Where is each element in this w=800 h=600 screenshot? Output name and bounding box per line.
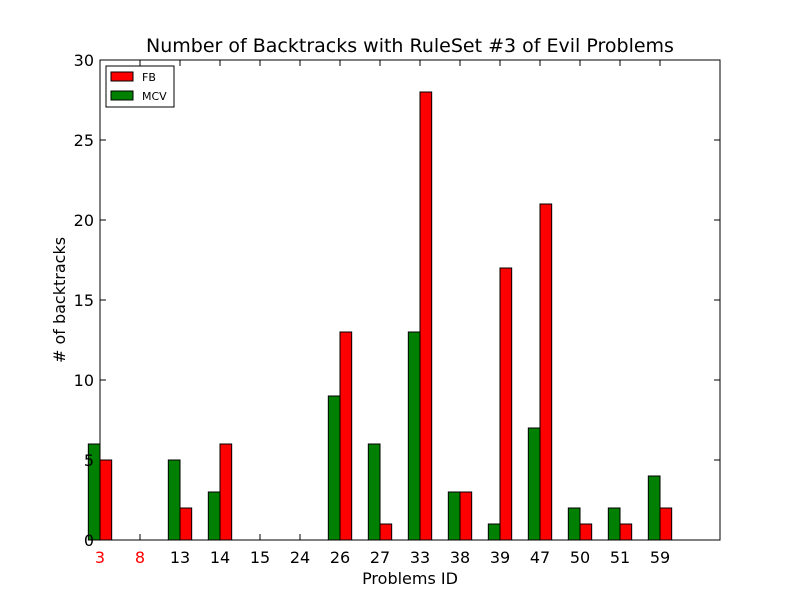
x-tick-label: 39 (490, 548, 510, 567)
bar-mcv-51 (607, 507, 621, 541)
chart-title: Number of Backtracks with RuleSet #3 of … (146, 35, 674, 57)
x-tick-label: 13 (170, 548, 190, 567)
bar-mcv-14 (207, 491, 221, 541)
x-axis-label: Problems ID (362, 569, 458, 588)
bar-mcv-13 (167, 459, 181, 541)
bar-fb-26 (339, 331, 353, 541)
y-tick-label: 30 (74, 51, 94, 70)
bar-fb-3 (99, 459, 113, 541)
bar-mcv-27 (367, 443, 381, 541)
bar-mcv-39 (487, 523, 501, 541)
x-tick-label: 33 (410, 548, 430, 567)
x-tick-label: 51 (610, 548, 630, 567)
bar-mcv-26 (327, 395, 341, 541)
x-tick-label: 38 (450, 548, 470, 567)
bar-fb-13 (179, 507, 193, 541)
bar-fb-38 (459, 491, 473, 541)
x-tick-label: 26 (330, 548, 350, 567)
x-tick-label: 50 (570, 548, 590, 567)
y-tick-label: 15 (74, 291, 94, 310)
y-tick-label: 5 (84, 451, 94, 470)
x-tick-label: 3 (95, 548, 105, 567)
y-tick-label: 20 (74, 211, 94, 230)
bar-mcv-50 (567, 507, 581, 541)
legend: FB MCV (105, 65, 175, 108)
bar-fb-33 (419, 91, 433, 541)
x-tick-label: 27 (370, 548, 390, 567)
legend-swatch-mcv (110, 90, 134, 101)
bar-fb-27 (379, 523, 393, 541)
bar-mcv-33 (407, 331, 421, 541)
x-tick-label: 47 (530, 548, 550, 567)
legend-swatch-fb (110, 71, 134, 82)
bar-fb-14 (219, 443, 233, 541)
y-axis-label: # of backtracks (50, 237, 69, 363)
x-tick-label: 59 (650, 548, 670, 567)
bar-mcv-59 (647, 475, 661, 541)
bar-fb-51 (619, 523, 633, 541)
y-tick-label: 10 (74, 371, 94, 390)
bar-fb-59 (659, 507, 673, 541)
y-tick-label: 0 (84, 531, 94, 550)
bar-mcv-47 (527, 427, 541, 541)
legend-label-fb: FB (142, 71, 156, 84)
bar-fb-47 (539, 203, 553, 541)
x-tick-label: 15 (250, 548, 270, 567)
bar-mcv-38 (447, 491, 461, 541)
x-tick-label: 24 (290, 548, 310, 567)
x-tick-label: 8 (135, 548, 145, 567)
bar-fb-39 (499, 267, 513, 541)
y-tick-label: 25 (74, 131, 94, 150)
legend-label-mcv: MCV (142, 90, 167, 103)
x-tick-label: 14 (210, 548, 230, 567)
bar-fb-50 (579, 523, 593, 541)
